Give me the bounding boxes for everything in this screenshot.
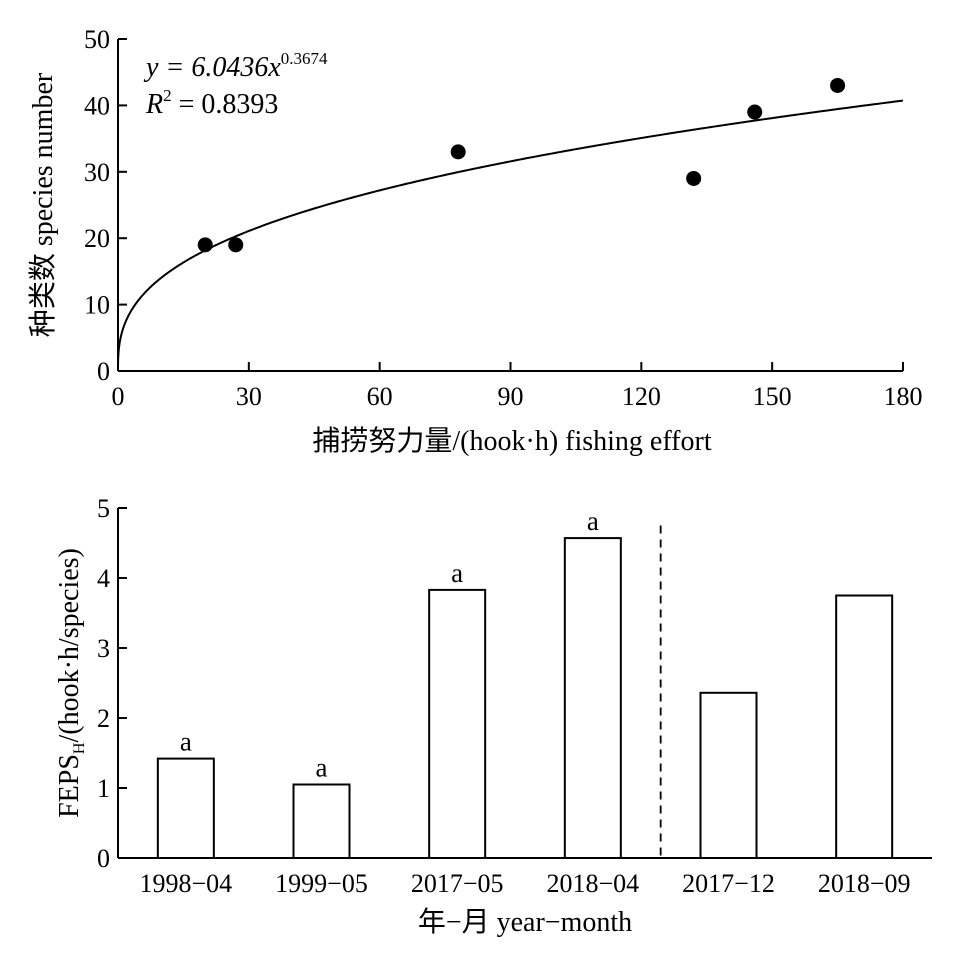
bar-y-tick-label: 2	[97, 704, 110, 733]
bar-y-tick-label: 3	[97, 634, 110, 663]
bar	[428, 588, 487, 860]
fit-equation: y = 6.0436x0.3674	[143, 49, 328, 83]
scatter-y-tick-label: 50	[84, 25, 110, 54]
bar-y-tick-label: 5	[97, 494, 110, 523]
scatter-x-tick-label: 120	[622, 382, 661, 411]
scatter-x-tick-label: 60	[367, 382, 393, 411]
r-squared-symbol: R	[145, 89, 163, 120]
bar-category-label: 1998−04	[139, 869, 232, 898]
bar	[835, 594, 894, 859]
bar-category-label: 2018−09	[818, 869, 911, 898]
scatter-point	[228, 237, 244, 253]
r-squared-power: 2	[163, 86, 172, 105]
bar-chart: a a a a 0 1 2 3 4 5 1998−04 1999−05 2017−05 2018−04…	[54, 494, 932, 938]
scatter-y-tick-label: 20	[84, 224, 110, 253]
bar-y-tick-label: 4	[97, 564, 110, 593]
fit-r-squared: R2 = 0.8393	[145, 86, 278, 120]
scatter-x-tick-label: 30	[236, 382, 262, 411]
bar-category-label: 2017−12	[682, 869, 775, 898]
bar-y-tick-label: 1	[97, 774, 110, 803]
scatter-point	[686, 170, 702, 186]
scatter-x-ticks: 0 30 60 90 120 150 180	[112, 362, 923, 411]
scatter-x-tick-label: 180	[884, 382, 923, 411]
bar-category-label: 1999−05	[275, 869, 368, 898]
bar	[292, 783, 351, 859]
bar-y-axis-title-sub: H	[71, 742, 88, 754]
bar-significance-letter: a	[587, 506, 599, 536]
significance-letters: a a a a	[180, 506, 599, 782]
scatter-y-tick-label: 30	[84, 158, 110, 187]
scatter-y-ticks: 0 10 20 30 40 50	[84, 25, 127, 386]
scatter-point	[197, 237, 213, 253]
bars	[156, 537, 894, 860]
bar-axes	[117, 508, 932, 859]
scatter-y-axis-title: 种类数 species number	[27, 72, 59, 337]
scatter-x-tick-label: 0	[112, 382, 125, 411]
bar-y-ticks: 0 1 2 3 4 5	[97, 494, 127, 873]
scatter-y-tick-label: 40	[84, 91, 110, 120]
bar-category-label: 2017−05	[411, 869, 504, 898]
r-squared-value: = 0.8393	[172, 89, 279, 120]
scatter-x-tick-label: 90	[498, 382, 524, 411]
bar-y-axis-title-tail: /(hook·h/species)	[54, 548, 85, 742]
bar-y-tick-label: 0	[97, 844, 110, 873]
scatter-y-tick-label: 10	[84, 291, 110, 320]
fit-equation-prefix: y = 6.0436x	[143, 52, 281, 83]
bar-category-label: 2018−04	[546, 869, 639, 898]
bar	[156, 757, 215, 859]
scatter-x-tick-label: 150	[753, 382, 792, 411]
scatter-x-axis-title: 捕捞努力量/(hook·h) fishing effort	[312, 425, 711, 457]
power-fit-curve	[117, 99, 904, 371]
bar-significance-letter: a	[180, 727, 192, 757]
scatter-chart: 0 10 20 30 40 50 0 30 60 90 120 150 180 y = 6.0436x…	[27, 25, 923, 457]
fit-equation-exponent: 0.3674	[281, 49, 328, 68]
scatter-point	[830, 77, 846, 93]
scatter-point	[747, 104, 763, 120]
bar-significance-letter: a	[316, 753, 328, 783]
bar	[563, 537, 622, 859]
scatter-point	[450, 144, 466, 160]
bar-y-axis-title-main: FEPS	[54, 754, 85, 818]
bar-x-axis-title: 年−月 year−month	[418, 906, 632, 938]
scatter-points	[197, 77, 846, 253]
bar-y-axis-title: FEPSH/(hook·h/species)	[54, 548, 88, 818]
bar-significance-letter: a	[451, 558, 463, 588]
bar-x-ticks: 1998−04 1999−05 2017−05 2018−04 2017−12 2018−…	[139, 869, 910, 898]
scatter-y-tick-label: 0	[97, 357, 110, 386]
bar	[699, 691, 758, 859]
